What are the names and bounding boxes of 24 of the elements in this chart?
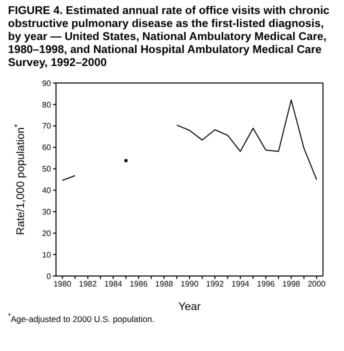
- x-tick-label: 1984: [104, 280, 123, 289]
- x-tick-label: 2000: [308, 280, 326, 289]
- y-tick-label: 20: [42, 228, 52, 238]
- y-tick-label: 90: [42, 78, 52, 88]
- x-tick-label: 1990: [180, 280, 199, 289]
- y-tick-label: 0: [46, 272, 52, 281]
- x-tick-label: 1998: [282, 280, 301, 289]
- x-tick-label: 1994: [231, 280, 250, 289]
- text: $^{*}$Age-adjusted to 2000 U.S. population.: [8, 312, 156, 324]
- x-tick-label: 1980: [53, 280, 72, 289]
- y-tick-label: 80: [42, 100, 52, 110]
- x-tick-label: 1982: [78, 280, 98, 289]
- y-tick-label: 70: [42, 122, 52, 131]
- x-axis-title: Year: [178, 301, 201, 313]
- x-tick-label: 1996: [256, 280, 276, 289]
- y-tick-label: 40: [42, 186, 52, 196]
- x-tick-label: 1992: [206, 280, 224, 289]
- y-tick-label: 10: [42, 250, 52, 260]
- x-tick-label: 1986: [130, 280, 148, 289]
- x-tick-label: 1988: [155, 280, 174, 289]
- y-tick-label: 60: [42, 143, 52, 152]
- y-tick-label: 30: [42, 208, 52, 217]
- chart-title: FIGURE 4. Estimated annual rate of office visits with chronic obstructive pulmonary disease as the first-listed diagnosis, by year — United States, National Ambulatory Medical Care, 1980–1998, and National Hospital Ambulatory Medical Care Survey, 1992–2000: [8, 5, 330, 70]
- y-tick-label: 50: [42, 164, 52, 174]
